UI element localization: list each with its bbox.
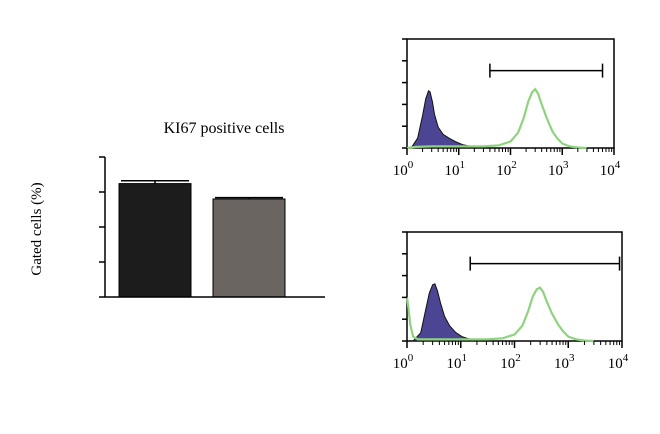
histogram-line-series	[406, 87, 587, 150]
x-tick-label: 103	[548, 159, 569, 179]
x-tick-base: 10	[548, 163, 563, 179]
x-tick-base: 10	[393, 163, 408, 179]
x-tick-label: 102	[500, 352, 521, 372]
x-tick-label: 100	[393, 159, 414, 179]
histogram-panel-ctrl: 100 101 102 103 104	[393, 38, 621, 179]
x-tick-exponent: 2	[511, 159, 517, 171]
histogram-line-series	[405, 286, 594, 343]
x-tick-exponent: 3	[569, 352, 575, 364]
bar-ctrl	[118, 183, 192, 298]
x-tick-label: 101	[447, 352, 468, 372]
histogram-filled-series	[411, 283, 483, 342]
x-tick-exponent: 2	[515, 352, 521, 364]
chart-title: KI67 positive cells	[164, 120, 285, 137]
x-tick-exponent: 4	[623, 352, 629, 364]
x-tick-label: 102	[496, 159, 517, 179]
x-tick-base: 10	[393, 356, 408, 372]
x-tick-exponent: 0	[408, 352, 414, 364]
x-tick-exponent: 1	[462, 352, 468, 364]
bar-chart-panel: KI67 positive cells Gated cells (%)	[29, 120, 325, 298]
x-tick-exponent: 1	[460, 159, 466, 171]
bar-marks	[118, 180, 286, 298]
x-tick-label: 100	[393, 352, 414, 372]
y-axis-label: Gated cells (%)	[29, 182, 45, 275]
bar-ems	[212, 198, 286, 298]
x-tick-base: 10	[496, 163, 511, 179]
x-tick-base: 10	[608, 356, 623, 372]
x-tick-label: 104	[608, 352, 629, 372]
x-tick-label: 101	[445, 159, 466, 179]
x-tick-base: 10	[554, 356, 569, 372]
x-tick-label: 104	[600, 159, 621, 179]
histogram-panel-ems: 100 101 102 103 104	[393, 231, 629, 372]
x-tick-exponent: 4	[615, 159, 621, 171]
x-tick-label: 103	[554, 352, 575, 372]
x-tick-base: 10	[447, 356, 462, 372]
histogram-filled-series	[410, 90, 484, 149]
x-tick-exponent: 0	[408, 159, 414, 171]
x-tick-exponent: 3	[563, 159, 569, 171]
x-tick-base: 10	[500, 356, 515, 372]
x-tick-base: 10	[600, 163, 615, 179]
x-tick-base: 10	[445, 163, 460, 179]
bar-axes	[99, 156, 325, 298]
